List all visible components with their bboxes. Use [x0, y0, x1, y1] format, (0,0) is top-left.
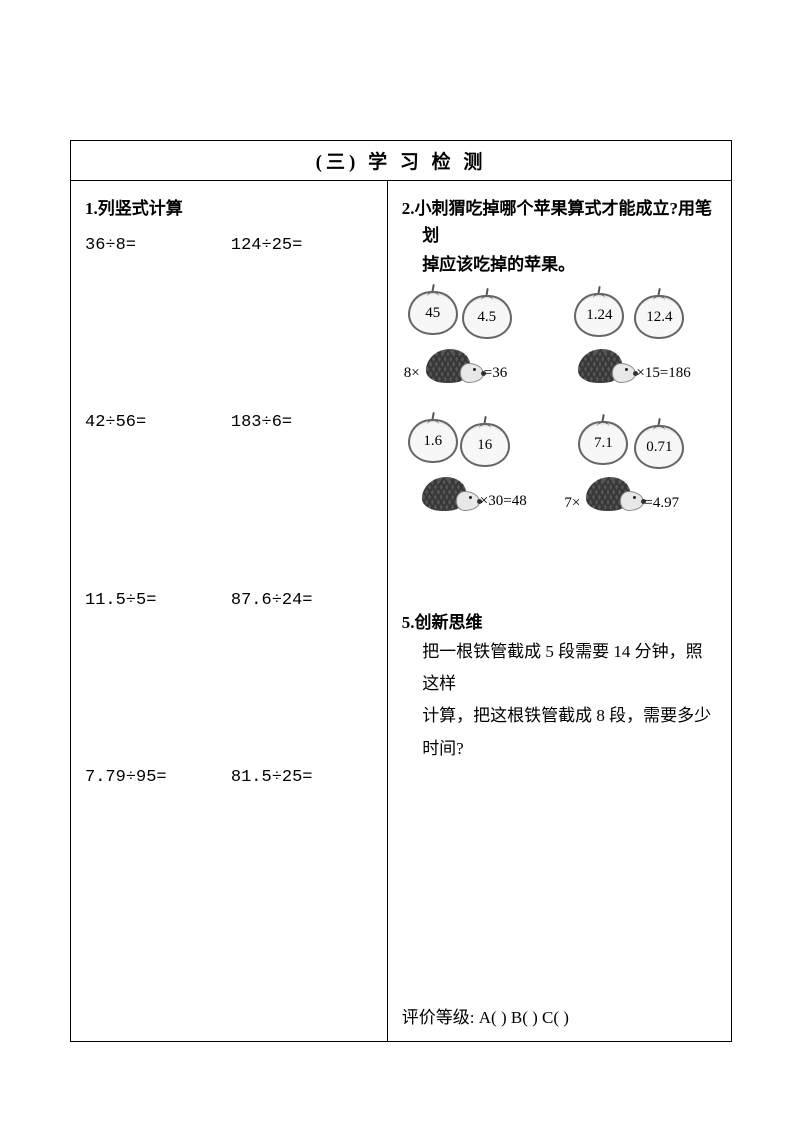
puzzle-area: 45 4.5 8× =36 1.24 — [402, 287, 719, 535]
section-header: (三) 学 习 检 测 — [71, 141, 731, 181]
grade-row: 评价等级: A( ) B( ) C( ) — [402, 992, 719, 1031]
content-row: 1.列竖式计算 36÷8= 124÷25= 42÷56= 183÷6= 11.5… — [71, 181, 731, 1041]
left-column: 1.列竖式计算 36÷8= 124÷25= 42÷56= 183÷6= 11.5… — [71, 181, 388, 1041]
puzzle: 1.6 16 ×30=48 — [402, 415, 555, 535]
eq-row: 7.79÷95= 81.5÷25= — [85, 764, 377, 791]
apple-value: 16 — [477, 433, 492, 457]
equation: 87.6÷24= — [231, 587, 377, 614]
apple-icon: 1.24 — [574, 293, 624, 337]
apple-icon: 45 — [408, 291, 458, 335]
puzzle: 1.24 12.4 ×15=186 — [564, 287, 717, 407]
equation: 11.5÷5= — [85, 587, 231, 614]
equation: 124÷25= — [231, 232, 377, 259]
header-text: (三) 学 习 检 测 — [316, 152, 487, 173]
equation: 81.5÷25= — [231, 764, 377, 791]
apple-value: 7.1 — [594, 431, 613, 455]
hedgehog-icon — [422, 471, 478, 515]
hedgehog-icon — [586, 471, 642, 515]
eq-row: 11.5÷5= 87.6÷24= — [85, 587, 377, 614]
apple-icon: 0.71 — [634, 425, 684, 469]
apple-icon: 12.4 — [634, 295, 684, 339]
q5-line: 把一根铁管截成 5 段需要 14 分钟，照这样 — [402, 636, 719, 701]
puzzle-suffix: =4.97 — [644, 491, 679, 515]
q5-block: 5.创新思维 把一根铁管截成 5 段需要 14 分钟，照这样 计算，把这根铁管截… — [402, 609, 719, 765]
q2-title: 2.小刺猬吃掉哪个苹果算式才能成立?用笔划 — [402, 195, 719, 249]
equation: 7.79÷95= — [85, 764, 231, 791]
apple-value: 12.4 — [646, 305, 672, 329]
eq-row: 36÷8= 124÷25= — [85, 232, 377, 259]
equation: 36÷8= — [85, 232, 231, 259]
puzzle-suffix: =36 — [484, 361, 507, 385]
puzzle: 45 4.5 8× =36 — [402, 287, 555, 407]
q1-title: 1.列竖式计算 — [85, 195, 377, 222]
puzzle-prefix: 7× — [564, 491, 580, 515]
puzzle-prefix: 8× — [404, 361, 420, 385]
apple-icon: 4.5 — [462, 295, 512, 339]
apple-value: 1.6 — [423, 429, 442, 453]
puzzle-suffix: ×30=48 — [480, 489, 527, 513]
worksheet-frame: (三) 学 习 检 测 1.列竖式计算 36÷8= 124÷25= 42÷56=… — [70, 140, 732, 1042]
apple-value: 1.24 — [586, 303, 612, 327]
apple-value: 4.5 — [477, 305, 496, 329]
apple-value: 0.71 — [646, 435, 672, 459]
page: (三) 学 习 检 测 1.列竖式计算 36÷8= 124÷25= 42÷56=… — [0, 0, 800, 1132]
apple-value: 45 — [425, 301, 440, 325]
puzzle: 7.1 0.71 7× =4.97 — [564, 415, 717, 535]
grade-text: 评价等级: A( ) B( ) C( ) — [402, 1008, 569, 1027]
apple-icon: 1.6 — [408, 419, 458, 463]
eq-row: 42÷56= 183÷6= — [85, 409, 377, 436]
puzzle-suffix: ×15=186 — [636, 361, 690, 385]
hedgehog-icon — [426, 343, 482, 387]
right-column: 2.小刺猬吃掉哪个苹果算式才能成立?用笔划 掉应该吃掉的苹果。 45 4.5 — [388, 181, 731, 1041]
q5-line: 计算，把这根铁管截成 8 段，需要多少时间? — [402, 700, 719, 765]
hedgehog-icon — [578, 343, 634, 387]
q5-title: 5.创新思维 — [402, 609, 719, 636]
apple-icon: 7.1 — [578, 421, 628, 465]
q2-subtitle: 掉应该吃掉的苹果。 — [402, 251, 719, 278]
equation: 42÷56= — [85, 409, 231, 436]
equation: 183÷6= — [231, 409, 377, 436]
apple-icon: 16 — [460, 423, 510, 467]
